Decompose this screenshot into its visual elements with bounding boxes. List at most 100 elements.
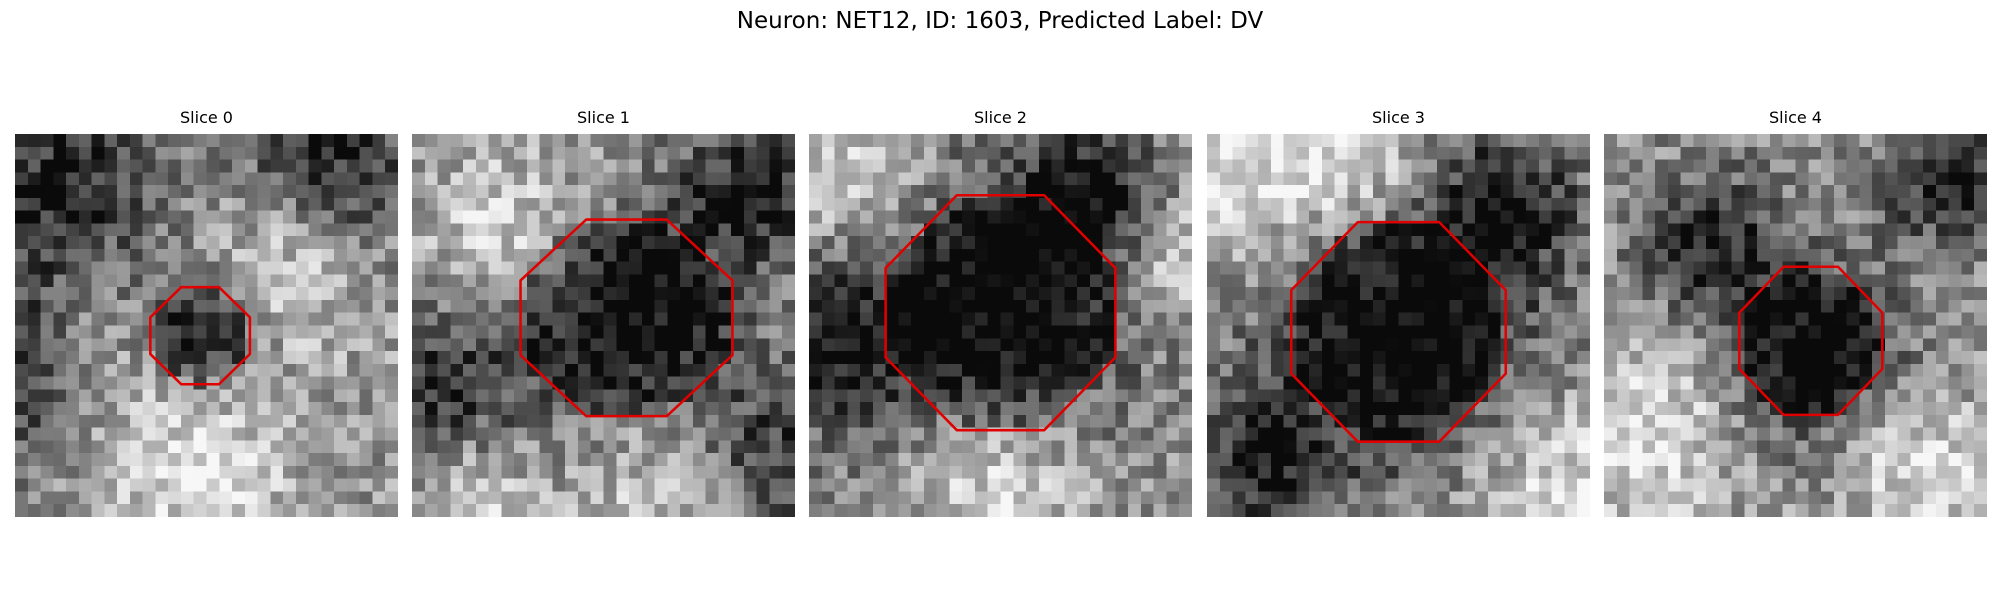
pixel: [1219, 172, 1233, 186]
pixel: [1859, 414, 1873, 428]
pixel: [1551, 299, 1565, 313]
pixel: [603, 236, 617, 250]
pixel: [1577, 159, 1590, 173]
pixel: [1680, 248, 1694, 262]
pixel: [155, 172, 169, 186]
pixel: [1462, 389, 1476, 403]
pixel: [705, 491, 719, 505]
pixel: [168, 172, 182, 186]
pixel: [257, 389, 271, 403]
pixel: [629, 338, 643, 352]
pixel: [295, 172, 309, 186]
slice-title: Slice 3: [1372, 108, 1425, 127]
pixel: [1153, 440, 1167, 454]
pixel: [334, 453, 348, 467]
pixel: [577, 236, 591, 250]
pixel: [1347, 389, 1361, 403]
pixel: [1961, 351, 1975, 365]
pixel: [1462, 363, 1476, 377]
pixel: [526, 185, 540, 199]
pixel: [1128, 414, 1142, 428]
pixel: [705, 389, 719, 403]
pixel: [1910, 134, 1924, 148]
pixel: [283, 223, 297, 237]
pixel: [974, 299, 988, 313]
pixel: [1321, 159, 1335, 173]
pixel: [1629, 236, 1643, 250]
pixel: [501, 287, 515, 301]
pixel: [1385, 376, 1399, 390]
pixel: [219, 465, 233, 479]
pixel: [834, 159, 848, 173]
pixel: [1731, 363, 1745, 377]
pixel: [1411, 389, 1425, 403]
pixel: [27, 146, 41, 160]
pixel: [898, 504, 912, 517]
pixel: [1680, 453, 1694, 467]
pixel: [1207, 504, 1221, 517]
pixel: [193, 478, 207, 492]
pixel: [692, 351, 706, 365]
pixel: [129, 478, 143, 492]
pixel: [1245, 197, 1259, 211]
pixel: [1604, 402, 1618, 416]
pixel: [1910, 185, 1924, 199]
pixel: [501, 248, 515, 262]
pixel: [1564, 185, 1578, 199]
pixel: [1424, 389, 1438, 403]
pixel: [450, 172, 464, 186]
pixel: [1140, 491, 1154, 505]
pixel: [1680, 389, 1694, 403]
pixel: [680, 274, 694, 288]
pixel: [514, 376, 528, 390]
pixel: [1667, 312, 1681, 326]
pixel: [1910, 440, 1924, 454]
pixel: [1680, 504, 1694, 517]
pixel: [1424, 402, 1438, 416]
pixel: [1667, 414, 1681, 428]
pixel: [155, 185, 169, 199]
pixel: [219, 351, 233, 365]
pixel: [692, 338, 706, 352]
pixel: [1179, 376, 1192, 390]
pixel: [270, 299, 284, 313]
pixel: [1897, 312, 1911, 326]
pixel: [629, 402, 643, 416]
pixel: [53, 236, 67, 250]
pixel: [1680, 210, 1694, 224]
pixel: [911, 491, 925, 505]
pixel: [756, 414, 770, 428]
pixel: [1283, 453, 1297, 467]
pixel: [1513, 414, 1527, 428]
pixel: [769, 363, 783, 377]
pixel: [78, 338, 92, 352]
pixel: [334, 389, 348, 403]
pixel: [1910, 363, 1924, 377]
pixel: [104, 197, 118, 211]
pixel: [974, 223, 988, 237]
pixel: [987, 414, 1001, 428]
pixel: [1140, 453, 1154, 467]
pixel: [1462, 312, 1476, 326]
pixel: [1935, 363, 1949, 377]
pixel: [1064, 376, 1078, 390]
pixel: [911, 414, 925, 428]
pixel: [372, 159, 386, 173]
pixel: [283, 376, 297, 390]
pixel: [603, 414, 617, 428]
pixel: [872, 236, 886, 250]
pixel: [1166, 453, 1180, 467]
pixel: [743, 414, 757, 428]
pixel: [1026, 134, 1040, 148]
pixel: [1910, 491, 1924, 505]
pixel: [936, 274, 950, 288]
pixel: [1347, 376, 1361, 390]
pixel: [1706, 491, 1720, 505]
pixel: [962, 351, 976, 365]
pixel: [1038, 287, 1052, 301]
pixel: [834, 299, 848, 313]
pixel: [847, 248, 861, 262]
pixel: [872, 478, 886, 492]
pixel: [1616, 299, 1630, 313]
pixel: [206, 389, 220, 403]
